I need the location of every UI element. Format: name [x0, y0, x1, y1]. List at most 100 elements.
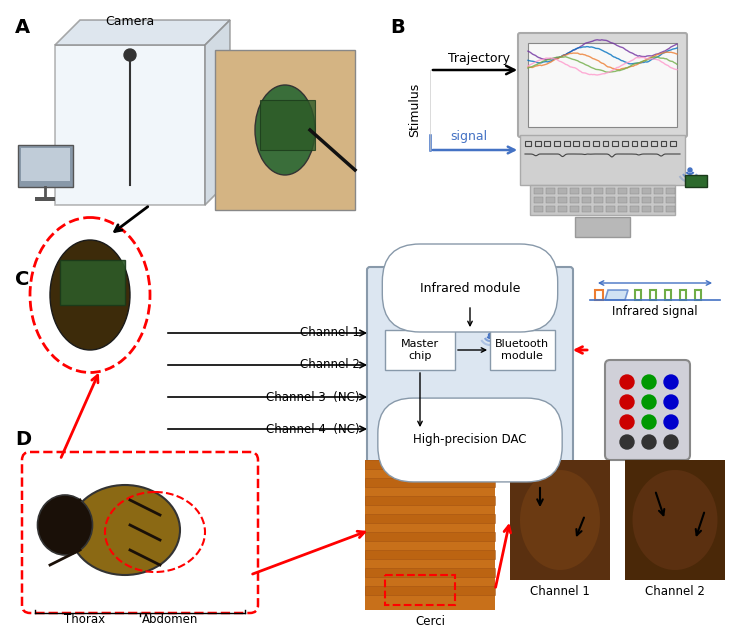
- Bar: [60, 260, 125, 305]
- Bar: [385, 575, 455, 605]
- Bar: [651, 141, 657, 146]
- Ellipse shape: [632, 470, 717, 570]
- Text: Channel 1: Channel 1: [530, 585, 590, 598]
- Bar: [564, 141, 570, 146]
- Bar: [606, 188, 615, 194]
- Bar: [365, 460, 495, 469]
- Bar: [534, 197, 543, 203]
- Bar: [632, 141, 638, 146]
- Text: Thorax: Thorax: [64, 613, 106, 626]
- Bar: [606, 197, 615, 203]
- Bar: [602, 141, 608, 146]
- FancyBboxPatch shape: [605, 360, 690, 460]
- Circle shape: [620, 395, 634, 409]
- Bar: [594, 188, 603, 194]
- Text: Camera: Camera: [106, 15, 155, 28]
- Circle shape: [664, 415, 678, 429]
- Bar: [635, 290, 641, 300]
- Ellipse shape: [38, 495, 92, 555]
- Bar: [595, 290, 603, 300]
- FancyBboxPatch shape: [518, 33, 687, 137]
- Bar: [570, 206, 579, 212]
- Bar: [666, 206, 675, 212]
- Circle shape: [664, 435, 678, 449]
- Text: Bluetooth
module: Bluetooth module: [495, 339, 549, 361]
- Bar: [583, 141, 589, 146]
- Bar: [215, 50, 355, 210]
- Circle shape: [642, 375, 656, 389]
- Bar: [535, 141, 540, 146]
- Bar: [666, 188, 675, 194]
- Text: Infrared module: Infrared module: [420, 281, 520, 295]
- Bar: [365, 460, 495, 610]
- Bar: [685, 175, 707, 187]
- Bar: [554, 141, 560, 146]
- Bar: [570, 188, 579, 194]
- Bar: [365, 514, 495, 523]
- Text: Channel 3  (NC): Channel 3 (NC): [266, 391, 360, 403]
- Bar: [642, 188, 651, 194]
- Ellipse shape: [50, 240, 130, 350]
- Text: C: C: [15, 270, 30, 289]
- Text: Trajectory: Trajectory: [448, 52, 510, 65]
- Circle shape: [664, 395, 678, 409]
- Ellipse shape: [520, 470, 600, 570]
- Text: Channel 2: Channel 2: [300, 358, 360, 372]
- Bar: [630, 188, 639, 194]
- Bar: [534, 188, 543, 194]
- Bar: [545, 141, 551, 146]
- Bar: [573, 141, 579, 146]
- Bar: [661, 141, 666, 146]
- Bar: [365, 550, 495, 559]
- Bar: [365, 496, 495, 505]
- Bar: [21, 148, 70, 181]
- Bar: [510, 460, 610, 580]
- Bar: [606, 206, 615, 212]
- Text: Channel 1: Channel 1: [300, 326, 360, 339]
- Ellipse shape: [255, 85, 315, 175]
- Bar: [582, 197, 591, 203]
- Bar: [365, 532, 495, 541]
- Bar: [618, 206, 627, 212]
- Text: D: D: [15, 430, 31, 449]
- Circle shape: [642, 435, 656, 449]
- Circle shape: [620, 435, 634, 449]
- Text: Abdomen: Abdomen: [142, 613, 199, 626]
- Bar: [594, 206, 603, 212]
- Bar: [528, 43, 677, 127]
- Bar: [575, 217, 630, 237]
- Text: A: A: [15, 18, 30, 37]
- Bar: [18, 145, 73, 187]
- Ellipse shape: [70, 485, 180, 575]
- Circle shape: [620, 375, 634, 389]
- Bar: [641, 141, 647, 146]
- Bar: [666, 197, 675, 203]
- Text: signal: signal: [450, 130, 487, 143]
- Bar: [582, 188, 591, 194]
- Bar: [35, 197, 55, 201]
- Bar: [613, 141, 618, 146]
- Bar: [594, 197, 603, 203]
- Bar: [654, 197, 663, 203]
- Polygon shape: [205, 20, 230, 205]
- Bar: [490, 330, 555, 370]
- Text: Master
chip: Master chip: [401, 339, 439, 361]
- Bar: [630, 206, 639, 212]
- Bar: [618, 197, 627, 203]
- Bar: [650, 290, 656, 300]
- Bar: [622, 141, 628, 146]
- Circle shape: [489, 334, 492, 336]
- Bar: [570, 197, 579, 203]
- Bar: [365, 586, 495, 595]
- Bar: [534, 206, 543, 212]
- Circle shape: [620, 415, 634, 429]
- Bar: [520, 135, 685, 185]
- Text: Stimulus: Stimulus: [409, 83, 421, 137]
- Bar: [625, 460, 725, 580]
- Bar: [546, 188, 555, 194]
- Bar: [530, 185, 675, 215]
- Text: High-precision DAC: High-precision DAC: [413, 433, 527, 447]
- Bar: [642, 206, 651, 212]
- Bar: [260, 100, 315, 150]
- Bar: [525, 141, 531, 146]
